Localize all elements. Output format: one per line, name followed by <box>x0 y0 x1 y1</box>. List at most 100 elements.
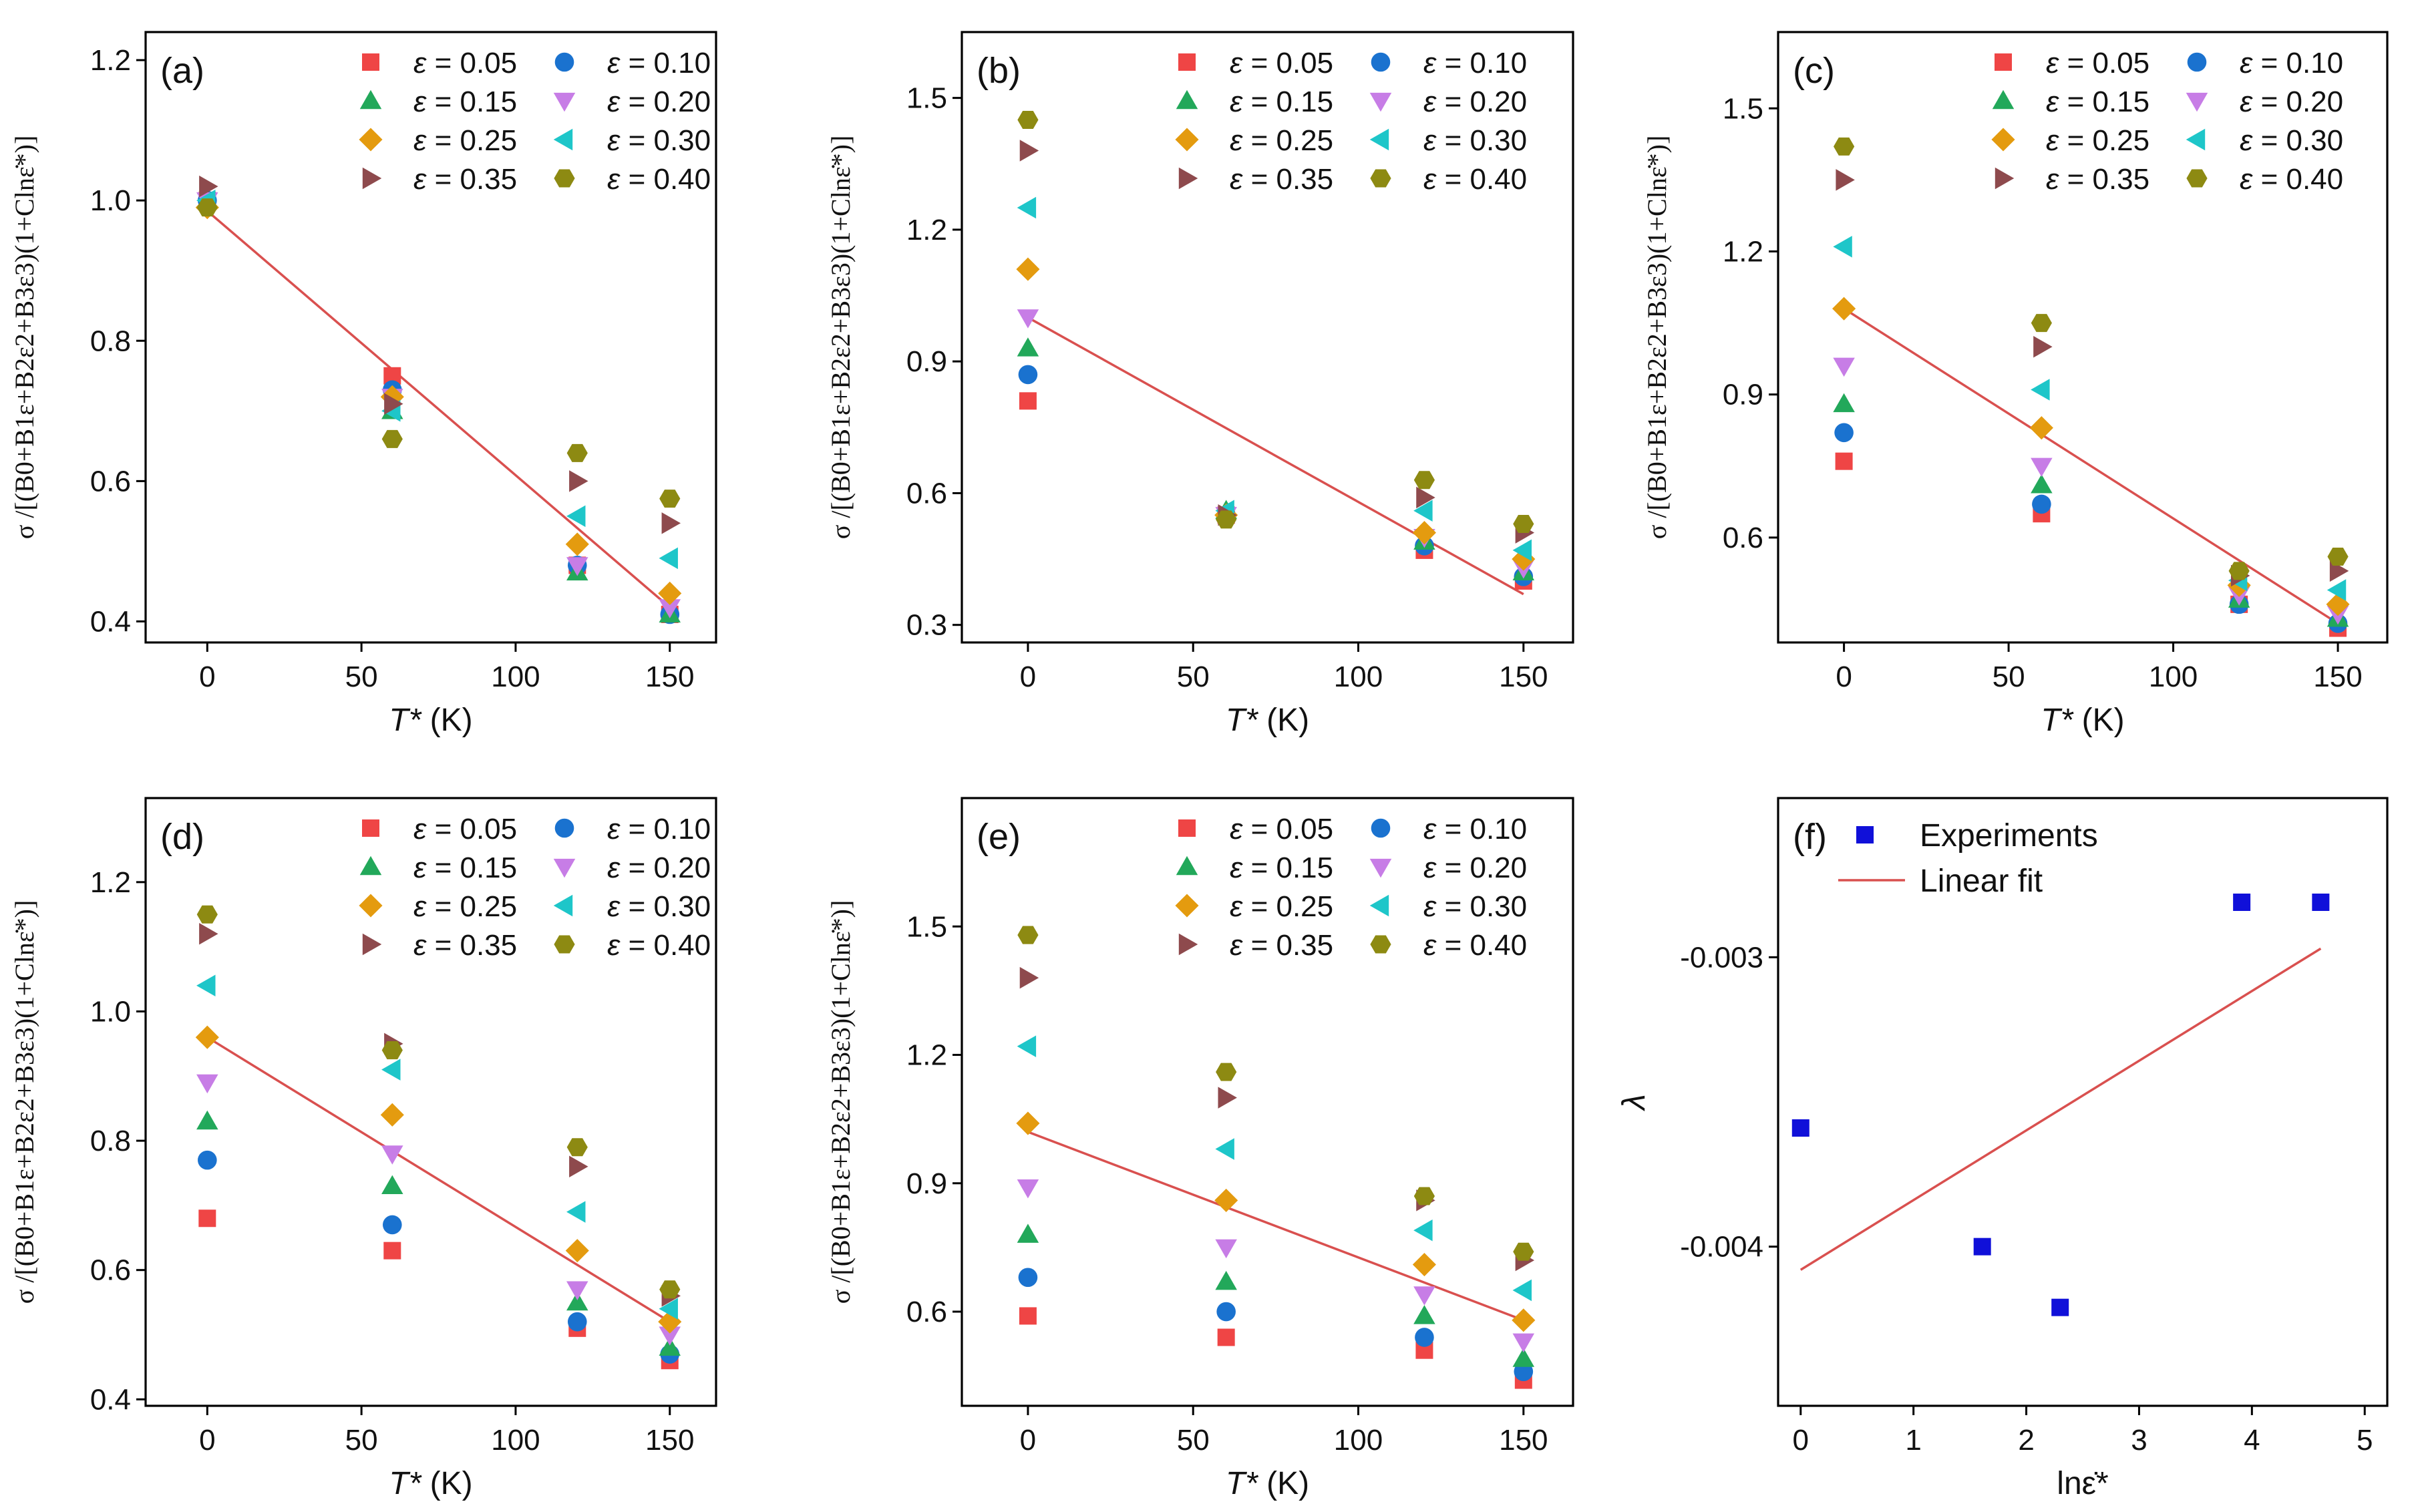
point-0-20-t120 <box>1413 1286 1435 1306</box>
legend-marker-0-05 <box>1995 53 2012 71</box>
legend-label-0-10: ε = 0.10 <box>1423 813 1527 845</box>
x-tick-label: 100 <box>1334 660 1383 693</box>
point-0-25-t0 <box>195 1025 219 1049</box>
legend-marker-0-35 <box>362 933 382 956</box>
y-tick-label: 1.0 <box>90 995 131 1028</box>
x-tick-label: 0 <box>199 660 215 693</box>
x-tick-label: 50 <box>1993 660 2025 693</box>
legend-marker-0-40 <box>554 169 575 188</box>
panel-label: (d) <box>160 817 204 857</box>
legend-marker-0-40 <box>1370 169 1391 188</box>
point-0-10-t60 <box>2032 494 2051 514</box>
legend-marker-0-30 <box>1369 894 1389 917</box>
legend-marker-0-20 <box>1369 92 1392 112</box>
point-0-40-t150 <box>659 490 681 508</box>
y-tick-label: 1.2 <box>906 214 947 246</box>
legend-marker-0-15 <box>1176 89 1198 110</box>
point-0-20-t0 <box>1017 1179 1039 1199</box>
point-0-40-t60 <box>1216 510 1237 529</box>
point-0-35-t0 <box>1019 966 1039 989</box>
legend-marker-0-10 <box>1371 818 1391 838</box>
y-tick-label: 0.6 <box>906 1296 947 1328</box>
point-0-15-t120 <box>566 1291 588 1311</box>
point-0-30-t120 <box>1413 1219 1433 1242</box>
legend-marker-0-05 <box>1178 819 1196 837</box>
y-tick-label: 0.6 <box>90 1254 131 1287</box>
legend-label-0-20: ε = 0.20 <box>1423 85 1527 118</box>
legend-label-0-35: ε = 0.35 <box>413 163 517 196</box>
point-experiments-3 <box>2233 894 2251 911</box>
y-axis-label: σ /[(B0+B1ε+B2ε2+B3ε3)(1+Clnε̇*)] <box>9 900 39 1304</box>
point-0-40-t150 <box>1513 1242 1534 1261</box>
point-experiments-0 <box>1791 1119 1809 1137</box>
point-0-35-t150 <box>661 512 681 534</box>
legend-label-0-15: ε = 0.15 <box>413 852 517 884</box>
y-tick-label: 1.2 <box>90 44 131 77</box>
panel-f: 0 1 2 3 4 5 -0.004 -0.003 lnε̇* λ (f) Experiments Li… <box>1616 797 2389 1501</box>
legend-marker-experiments <box>1856 826 1874 843</box>
x-tick-label: 100 <box>491 660 540 693</box>
legend-label-0-40: ε = 0.40 <box>1423 163 1527 196</box>
point-0-10-t60 <box>1216 1302 1236 1322</box>
point-0-25-t0 <box>1016 257 1040 281</box>
legend-marker-0-40 <box>2186 169 2208 188</box>
y-tick-label: 1.5 <box>906 910 947 943</box>
y-tick-label: 0.4 <box>90 605 131 638</box>
point-0-40-t60 <box>381 1041 403 1060</box>
legend-marker-0-15 <box>1992 89 2015 110</box>
point-0-05-t60 <box>1217 1328 1235 1346</box>
point-0-15-t120 <box>1413 1305 1435 1324</box>
legend-label-0-35: ε = 0.35 <box>1230 929 1333 962</box>
legend-marker-0-25 <box>359 894 383 918</box>
panel-label: (b) <box>977 51 1021 91</box>
legend-label-0-35: ε = 0.35 <box>2046 163 2149 196</box>
legend-marker-0-40 <box>554 935 575 954</box>
x-tick-label: 4 <box>2244 1424 2260 1457</box>
y-tick-label: 1.5 <box>906 82 947 115</box>
legend-marker-0-20 <box>1369 858 1392 878</box>
linear-fit-line <box>1027 316 1524 596</box>
y-axis-label: σ /[(B0+B1ε+B2ε2+B3ε3)(1+Clnε̇*)] <box>9 136 39 540</box>
plot-frame <box>961 797 1574 1407</box>
x-tick-label: 50 <box>1177 660 1210 693</box>
y-tick-label: 1.2 <box>90 866 131 899</box>
legend-label-0-25: ε = 0.25 <box>1230 890 1333 923</box>
point-0-30-t150 <box>659 547 678 570</box>
y-tick-label: 1.2 <box>906 1039 947 1072</box>
point-0-40-t0 <box>196 905 218 924</box>
plot-frame <box>961 31 1574 644</box>
plot-frame <box>1777 797 2389 1407</box>
plot-frame <box>1777 31 2389 644</box>
x-tick-label: 50 <box>345 660 378 693</box>
point-0-20-t150 <box>659 599 681 618</box>
point-0-20-t60 <box>1215 1239 1237 1259</box>
point-0-20-t0 <box>1833 357 1855 377</box>
legend-label-0-35: ε = 0.35 <box>1230 163 1333 196</box>
point-0-40-t60 <box>2031 314 2052 333</box>
y-tick-label: 0.9 <box>906 345 947 378</box>
point-0-10-t60 <box>382 1215 402 1235</box>
point-0-20-t120 <box>566 1281 588 1300</box>
legend-label-0-20: ε = 0.20 <box>1423 852 1527 884</box>
linear-fit-line <box>206 1036 671 1323</box>
x-tick-label: 150 <box>645 660 694 693</box>
point-0-15-t150 <box>659 1336 681 1356</box>
linear-fit-line <box>206 210 671 608</box>
point-0-20-t150 <box>659 1326 681 1346</box>
point-0-20-t120 <box>566 557 588 576</box>
point-0-20-t60 <box>381 1145 403 1165</box>
y-axis-label: σ /[(B0+B1ε+B2ε2+B3ε3)(1+Clnε̇*)] <box>1642 136 1672 540</box>
y-tick-label: 1.2 <box>1723 235 1763 268</box>
x-axis-label: T* (K) <box>389 703 472 738</box>
legend-marker-0-15 <box>359 89 382 110</box>
point-0-35-t120 <box>569 1155 588 1178</box>
point-0-35-t0 <box>199 175 218 198</box>
y-tick-label: 0.6 <box>1723 522 1763 554</box>
legend-label-0-15: ε = 0.15 <box>413 85 517 118</box>
legend-marker-0-25 <box>1175 128 1199 152</box>
x-tick-label: 1 <box>1905 1424 1921 1457</box>
legend-label-0-30: ε = 0.30 <box>1423 124 1527 157</box>
point-0-05-t0 <box>198 1209 216 1227</box>
point-0-35-t60 <box>1218 1087 1237 1109</box>
legend-label-0-05: ε = 0.05 <box>2046 47 2149 79</box>
